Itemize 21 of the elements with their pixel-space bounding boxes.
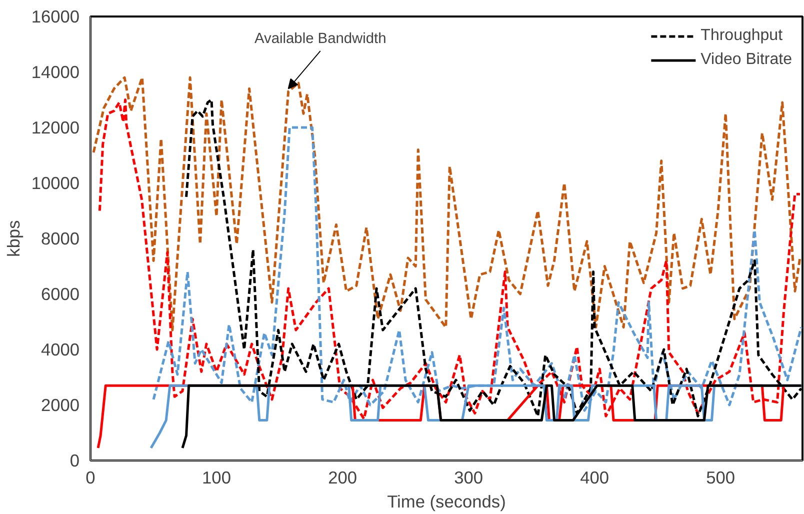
y-tick-label: 16000 [31,6,80,26]
x-tick-label: 300 [454,468,484,488]
x-tick-label: 400 [580,468,610,488]
y-tick-label: 0 [70,450,80,470]
y-axis-title: kbps [3,220,24,257]
y-tick-label: 6000 [40,284,80,304]
x-axis-title: Time (seconds) [387,492,506,512]
y-tick-label: 2000 [40,395,80,415]
y-tick-label: 14000 [31,62,80,82]
x-tick-label: 500 [706,468,736,488]
x-tick-label: 200 [328,468,357,488]
legend-label: Video Bitrate [700,51,792,69]
y-tick-label: 8000 [40,228,80,248]
legend-label: Throughput [700,27,783,45]
x-tick-label: 100 [202,468,231,488]
y-tick-label: 12000 [31,118,80,138]
line-series [92,76,802,332]
y-tick-label: 4000 [40,340,80,360]
x-tick-label: 0 [86,468,96,488]
y-tick-label: 10000 [31,173,80,193]
annotation: Available Bandwidth [254,30,386,47]
